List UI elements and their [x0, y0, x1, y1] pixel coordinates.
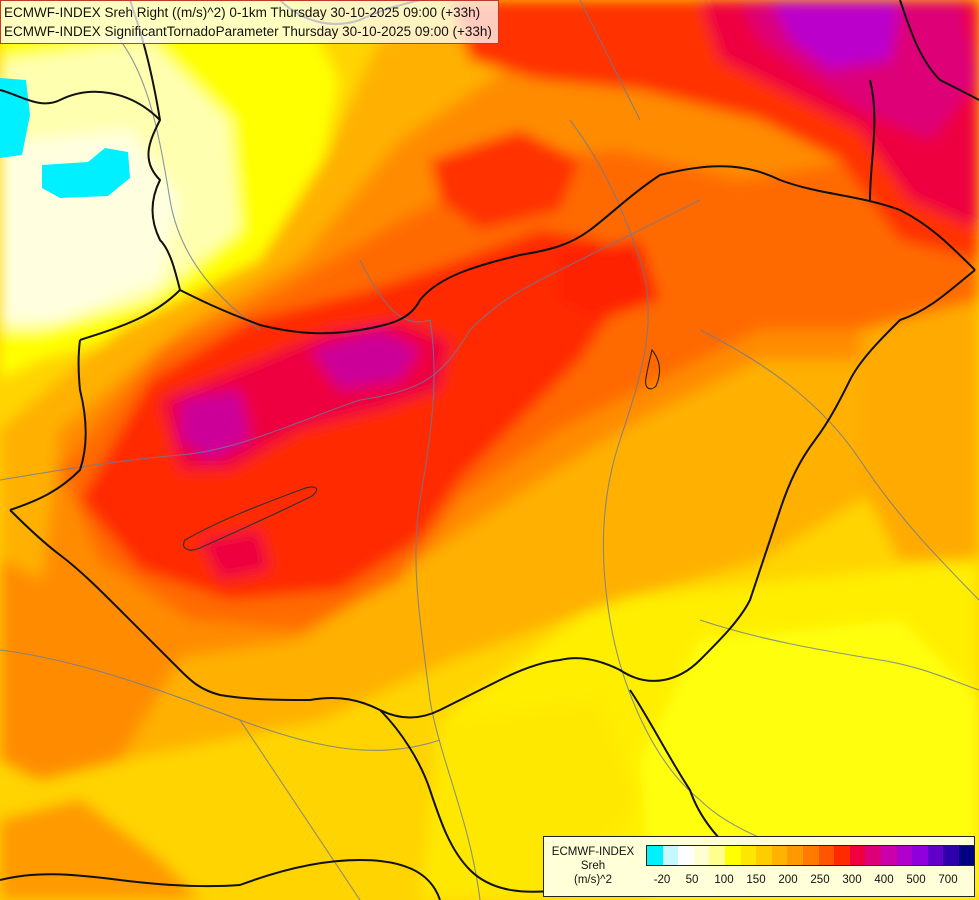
- legend-swatch: [818, 846, 835, 865]
- legend-tick-label: 150: [746, 874, 766, 886]
- legend-swatch: [896, 846, 913, 865]
- legend-tick-label: 200: [778, 874, 798, 886]
- legend-tick-label: 500: [906, 874, 926, 886]
- legend-swatch: [849, 846, 866, 865]
- legend-label: ECMWF-INDEX Sreh (m/s)^2: [544, 845, 642, 887]
- small-lake-outline: [645, 348, 661, 390]
- legend-swatch: [943, 846, 959, 865]
- legend-swatch: [647, 846, 663, 865]
- legend-tick-label: -20: [653, 874, 671, 886]
- legend-unit: (m/s)^2: [574, 874, 612, 886]
- legend-swatch: [756, 846, 772, 865]
- legend-swatch: [787, 846, 803, 865]
- cyan-patch-northwest: [42, 148, 130, 198]
- legend-swatch: [958, 846, 975, 865]
- legend-tick-label: 300: [842, 874, 862, 886]
- legend-swatch: [771, 846, 788, 865]
- lake-outline: [182, 486, 318, 551]
- legend-tick-label: 100: [714, 874, 734, 886]
- legend-swatch: [709, 846, 725, 865]
- legend-swatch: [880, 846, 897, 865]
- legend-swatch: [927, 846, 944, 865]
- legend-color-bar: [646, 845, 976, 866]
- legend-tick-label: 50: [685, 874, 699, 886]
- legend-swatch: [802, 846, 819, 865]
- legend-tick-label: 700: [938, 874, 958, 886]
- map-title: ECMWF-INDEX Sreh Right ((m/s)^2) 0-1km T…: [0, 0, 499, 44]
- legend-swatch: [865, 846, 881, 865]
- title-line-2: ECMWF-INDEX SignificantTornadoParameter …: [4, 24, 492, 39]
- legend-swatch: [662, 846, 679, 865]
- legend-tick-label: 400: [874, 874, 894, 886]
- legend-tick-label: 250: [810, 874, 830, 886]
- legend-swatch: [834, 846, 850, 865]
- legend-swatch: [740, 846, 757, 865]
- legend-swatch: [912, 846, 928, 865]
- legend-swatch: [724, 846, 741, 865]
- legend-variable: Sreh: [580, 860, 606, 872]
- title-line-1: ECMWF-INDEX Sreh Right ((m/s)^2) 0-1km T…: [4, 5, 481, 20]
- legend-swatch: [678, 846, 694, 865]
- color-legend: ECMWF-INDEX Sreh (m/s)^2 -20 50 100 150 200 2…: [543, 836, 976, 897]
- legend-swatch: [693, 846, 710, 865]
- legend-title: ECMWF-INDEX: [551, 846, 635, 858]
- legend-ticks: -20 50 100 150 200 250 300 400 500 700: [646, 874, 971, 890]
